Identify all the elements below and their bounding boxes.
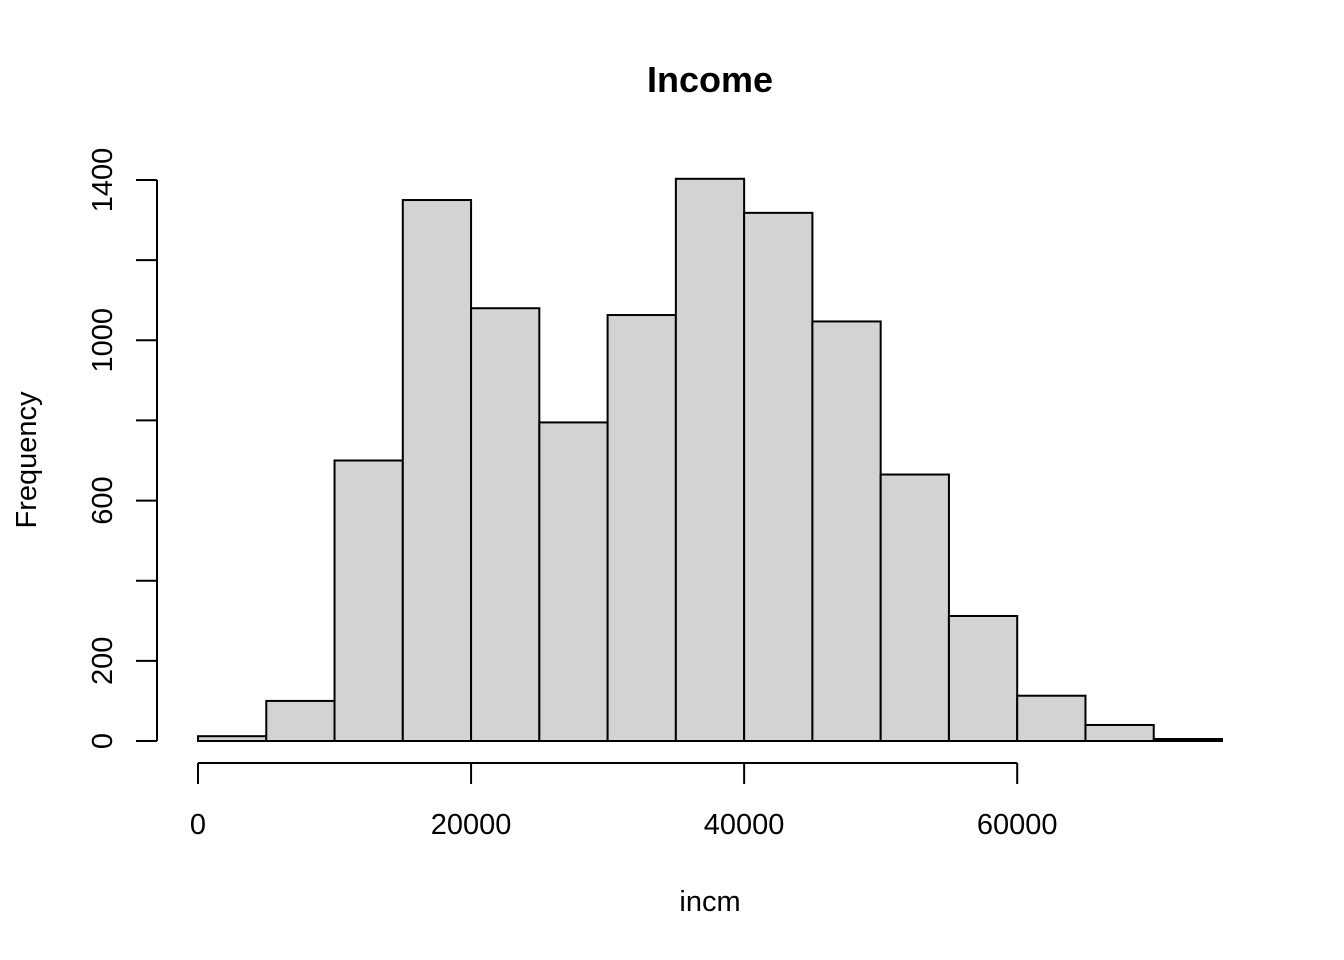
y-tick-label: 1400 [87,148,119,213]
histogram-bar [743,211,814,742]
histogram-bar [538,421,609,742]
y-axis-label: Frequency [11,391,43,529]
x-tick-label: 60000 [977,809,1058,841]
histogram-bar [401,199,473,743]
histogram-bar [1016,694,1087,743]
histogram-bar [333,459,404,742]
y-tick-label: 1000 [87,308,119,373]
y-axis: 0 200 600 1000 1400 [87,148,158,749]
x-axis: 0 20000 40000 60000 [190,762,1058,841]
histogram-bar [470,307,541,742]
histogram-bar [1084,723,1155,743]
histogram-bar [606,314,677,742]
histogram-bar [947,614,1019,743]
y-tick-label: 0 [87,733,119,749]
histogram-bar [1152,737,1223,742]
y-tick-label: 600 [87,476,119,524]
bars-group [197,177,1223,743]
histogram-bar [811,320,882,742]
x-tick-label: 20000 [431,809,512,841]
chart-title: Income [647,59,773,100]
x-tick-label: 0 [190,809,206,841]
histogram-bar [197,735,268,742]
x-axis-label: incm [679,886,740,918]
histogram-bar [879,473,950,742]
x-tick-label: 40000 [704,809,785,841]
y-tick-label: 200 [87,637,119,685]
histogram-bar [674,177,746,742]
histogram-bar [265,699,336,743]
